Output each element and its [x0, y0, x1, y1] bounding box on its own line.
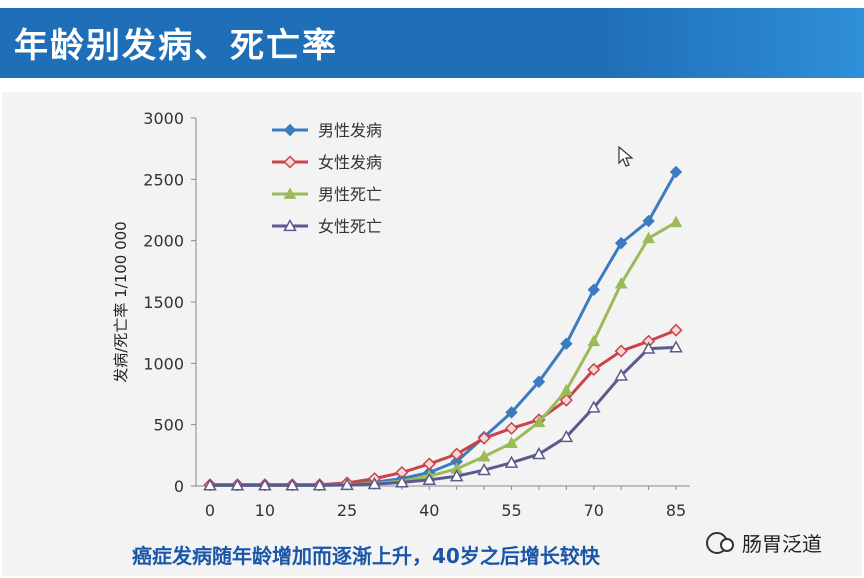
series-1-point: [587, 283, 600, 296]
series-line-3: [210, 220, 677, 487]
series-3-point: [505, 436, 518, 448]
legend-label-3: 男性死亡: [318, 185, 382, 204]
series-4-point: [559, 429, 574, 443]
legend-marker-4: [283, 218, 297, 232]
legend-marker-3: [283, 187, 297, 199]
y-tick-label: 2000: [143, 232, 184, 251]
x-tick-label: 55: [501, 501, 521, 520]
series-4-point: [230, 478, 245, 491]
series-line-4: [210, 345, 677, 487]
series-1-point: [505, 406, 518, 419]
series-4-point: [449, 469, 464, 482]
watermark-text: 肠胃泛道: [742, 532, 822, 556]
legend-label-1: 男性发病: [318, 121, 382, 140]
series-4-point: [367, 477, 382, 490]
series-3-point: [587, 334, 601, 347]
series-4-point: [203, 478, 217, 491]
series-4-point: [586, 400, 601, 413]
chart-caption: 癌症发病随年龄增加而逐渐上升，40岁之后增长较快: [132, 544, 600, 568]
series-4-point: [614, 368, 628, 381]
y-tick-label: 1000: [143, 354, 184, 373]
y-tick-label: 0: [174, 477, 184, 496]
y-tick-label: 1500: [143, 293, 184, 312]
legend-label-2: 女性发病: [318, 153, 382, 172]
slide-title: 年龄别发病、死亡率: [14, 26, 338, 66]
series-4-point: [669, 340, 683, 353]
x-tick-label: 25: [337, 501, 357, 520]
series-3-point: [532, 415, 546, 428]
y-axis-label: 发病/死亡率 1/100 000: [112, 221, 130, 382]
series-4-point: [395, 475, 409, 488]
series-2-point: [614, 344, 628, 358]
series-3-point: [642, 231, 655, 244]
series-4-point: [477, 463, 491, 476]
series-4-point: [312, 478, 327, 491]
legend-marker-1: [283, 123, 297, 137]
watermark: 肠胃泛道: [706, 528, 822, 557]
series-2-point: [477, 431, 491, 445]
series-1-point: [669, 165, 683, 179]
x-tick-label: 85: [666, 501, 686, 520]
series-1-point: [642, 214, 655, 228]
series-4-point: [641, 341, 656, 354]
series-2-point: [450, 447, 464, 461]
series-4-point: [504, 455, 519, 468]
title-bar: 年龄别发病、死亡率: [0, 0, 864, 82]
title-accent: [604, 8, 864, 78]
series-4-point: [532, 447, 546, 460]
series-3-point: [477, 450, 491, 462]
legend-label-4: 女性死亡: [318, 217, 382, 236]
y-tick-label: 500: [153, 416, 184, 435]
y-tick-label: 3000: [143, 109, 184, 128]
series-1-point: [532, 375, 546, 388]
series-4-point: [258, 478, 272, 491]
x-tick-label: 40: [419, 501, 439, 520]
y-tick-label: 2500: [143, 170, 184, 189]
x-tick-label: 10: [255, 501, 275, 520]
series-1-point: [614, 236, 628, 250]
chart-frame: [2, 92, 862, 576]
series-1-point: [560, 337, 573, 350]
series-2-point: [669, 323, 683, 337]
x-tick-label: 70: [584, 501, 604, 520]
series-3-point: [669, 215, 683, 228]
wechat-icon: [706, 531, 734, 554]
series-line-1: [210, 171, 678, 487]
series-2-point: [422, 457, 436, 471]
series-2-point: [504, 421, 519, 435]
x-tick-label: 0: [205, 501, 215, 520]
series-4-point: [422, 472, 437, 486]
series-2-point: [587, 362, 601, 377]
series-4-point: [340, 477, 354, 491]
series-line-2: [210, 328, 677, 487]
series-2-point: [559, 393, 573, 407]
series-4-point: [285, 478, 300, 491]
series-3-point: [560, 383, 573, 396]
series-3-point: [614, 277, 628, 289]
mouse-cursor-icon: [618, 146, 634, 167]
legend-marker-2: [283, 155, 297, 169]
